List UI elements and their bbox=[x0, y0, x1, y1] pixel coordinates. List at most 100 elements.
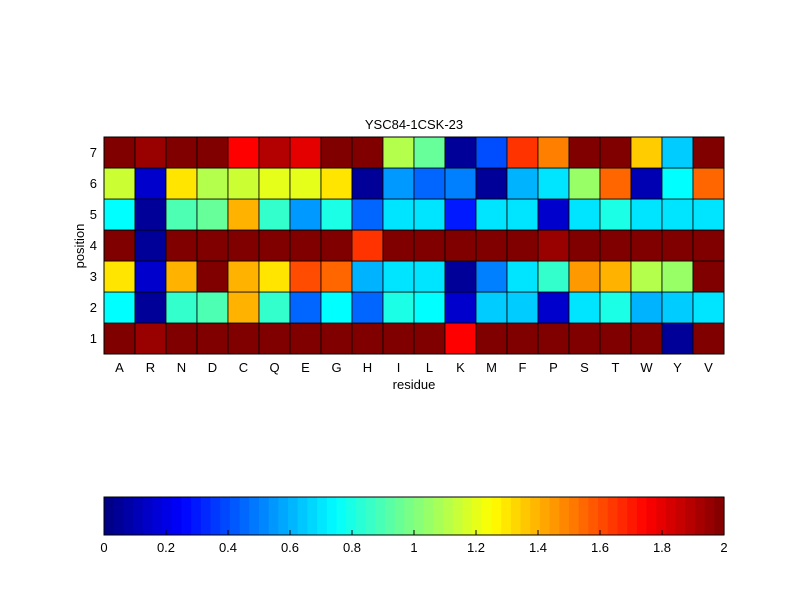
heatmap-cell-D-2 bbox=[196, 291, 229, 324]
x-tick-label: G bbox=[331, 360, 341, 375]
colorbar-band bbox=[433, 497, 444, 535]
colorbar-band bbox=[239, 497, 250, 535]
heatmap-cell-K-6 bbox=[444, 167, 477, 200]
heatmap-cell-C-3 bbox=[227, 260, 260, 293]
colorbar-tick-label: 1.2 bbox=[467, 540, 485, 555]
heatmap-cell-Q-2 bbox=[258, 291, 291, 324]
heatmap-cell-Q-3 bbox=[258, 260, 291, 293]
heatmap-cell-T-2 bbox=[599, 291, 632, 324]
colorbar bbox=[104, 497, 725, 535]
colorbar-tick-label: 1.6 bbox=[591, 540, 609, 555]
heatmap-cell-E-4 bbox=[289, 229, 322, 262]
colorbar-band bbox=[326, 497, 338, 535]
heatmap-cell-S-4 bbox=[568, 229, 601, 262]
heatmap-cell-P-2 bbox=[537, 291, 570, 324]
heatmap-cell-L-2 bbox=[413, 291, 446, 324]
heatmap-cell-N-2 bbox=[165, 291, 198, 324]
heatmap-cell-Y-7 bbox=[661, 136, 694, 169]
heatmap-cell-K-2 bbox=[444, 291, 477, 324]
colorbar-band bbox=[549, 497, 560, 535]
colorbar-tick-label: 0.2 bbox=[157, 540, 175, 555]
heatmap-cell-N-5 bbox=[165, 198, 198, 231]
heatmap-cell-S-7 bbox=[568, 136, 601, 169]
colorbar-band bbox=[559, 497, 570, 535]
heatmap-cell-L-4 bbox=[413, 229, 446, 262]
heatmap-cell-D-5 bbox=[196, 198, 229, 231]
heatmap-cell-S-3 bbox=[568, 260, 601, 293]
y-tick-label: 6 bbox=[90, 176, 97, 191]
heatmap-cell-W-4 bbox=[630, 229, 663, 262]
x-tick-label: I bbox=[397, 360, 401, 375]
colorbar-tick-label: 0.4 bbox=[219, 540, 237, 555]
colorbar-tick-label: 1.8 bbox=[653, 540, 671, 555]
colorbar-band bbox=[694, 497, 706, 535]
colorbar-band bbox=[142, 497, 154, 535]
colorbar-band bbox=[375, 497, 386, 535]
colorbar-band bbox=[229, 497, 241, 535]
colorbar-band bbox=[452, 497, 464, 535]
heatmap-cell-M-4 bbox=[475, 229, 508, 262]
heatmap-cell-E-7 bbox=[289, 136, 322, 169]
heatmap-cell-H-4 bbox=[351, 229, 384, 262]
y-tick-label: 1 bbox=[90, 331, 97, 346]
heatmap-cell-R-6 bbox=[134, 167, 167, 200]
y-tick-label: 3 bbox=[90, 269, 97, 284]
colorbar-band bbox=[162, 497, 173, 535]
x-tick-label: Y bbox=[673, 360, 682, 375]
heatmap-cell-V-1 bbox=[692, 322, 725, 355]
colorbar-band bbox=[297, 497, 309, 535]
heatmap-cell-H-3 bbox=[351, 260, 384, 293]
heatmap-cell-L-6 bbox=[413, 167, 446, 200]
colorbar-tick-label: 0 bbox=[100, 540, 107, 555]
y-tick-label: 4 bbox=[90, 238, 97, 253]
heatmap-cell-M-7 bbox=[475, 136, 508, 169]
colorbar-band bbox=[714, 497, 725, 535]
heatmap-cell-G-3 bbox=[320, 260, 353, 293]
heatmap-cell-W-3 bbox=[630, 260, 663, 293]
heatmap-cell-R-4 bbox=[134, 229, 167, 262]
heatmap-cell-G-1 bbox=[320, 322, 353, 355]
heatmap-cell-V-6 bbox=[692, 167, 725, 200]
colorbar-band bbox=[346, 497, 357, 535]
heatmap-cell-W-7 bbox=[630, 136, 663, 169]
colorbar-band bbox=[491, 497, 502, 535]
heatmap-cell-M-5 bbox=[475, 198, 508, 231]
x-tick-label: W bbox=[640, 360, 653, 375]
heatmap-cell-M-1 bbox=[475, 322, 508, 355]
heatmap-cell-I-1 bbox=[382, 322, 415, 355]
colorbar-band bbox=[704, 497, 715, 535]
heatmap-cell-C-1 bbox=[227, 322, 260, 355]
heatmap-cell-F-3 bbox=[506, 260, 539, 293]
heatmap-cell-D-6 bbox=[196, 167, 229, 200]
heatmap-cell-V-5 bbox=[692, 198, 725, 231]
colorbar-band bbox=[665, 497, 677, 535]
heatmap-cell-Y-2 bbox=[661, 291, 694, 324]
colorbar-band bbox=[317, 497, 328, 535]
heatmap-cell-K-7 bbox=[444, 136, 477, 169]
heatmap-cell-V-4 bbox=[692, 229, 725, 262]
colorbar-band bbox=[104, 497, 115, 535]
colorbar-band bbox=[384, 497, 396, 535]
heatmap-cell-K-1 bbox=[444, 322, 477, 355]
heatmap-cell-T-4 bbox=[599, 229, 632, 262]
heatmap-cell-D-4 bbox=[196, 229, 229, 262]
heatmap-cell-G-7 bbox=[320, 136, 353, 169]
y-axis-label: position bbox=[72, 224, 87, 269]
heatmap-cell-S-1 bbox=[568, 322, 601, 355]
heatmap-cell-C-6 bbox=[227, 167, 260, 200]
chart-title: YSC84-1CSK-23 bbox=[365, 117, 463, 132]
y-tick-label: 7 bbox=[90, 145, 97, 160]
heatmap-cell-E-3 bbox=[289, 260, 322, 293]
heatmap-cell-H-6 bbox=[351, 167, 384, 200]
colorbar-tick-label: 0.8 bbox=[343, 540, 361, 555]
heatmap-cell-A-4 bbox=[103, 229, 136, 262]
x-tick-label: L bbox=[426, 360, 433, 375]
x-tick-label: T bbox=[612, 360, 620, 375]
colorbar-band bbox=[259, 497, 270, 535]
y-tick-label: 5 bbox=[90, 207, 97, 222]
heatmap-cell-E-5 bbox=[289, 198, 322, 231]
colorbar-band bbox=[656, 497, 667, 535]
heatmap-cell-N-7 bbox=[165, 136, 198, 169]
